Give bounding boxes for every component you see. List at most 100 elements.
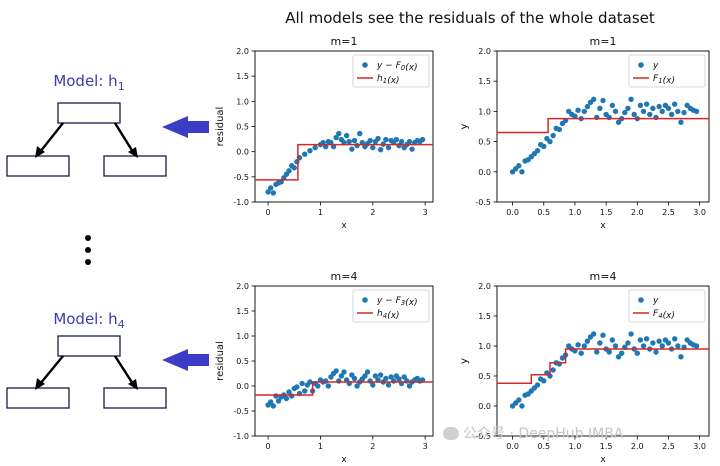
chart-title: m=4 xyxy=(590,270,617,283)
data-point xyxy=(550,367,556,373)
tree-right-leaf xyxy=(103,387,167,409)
data-point xyxy=(307,147,313,154)
data-point xyxy=(286,168,292,174)
data-point xyxy=(357,130,363,137)
data-point xyxy=(541,378,547,384)
y-axis-label: residual xyxy=(215,107,226,147)
data-point xyxy=(653,349,659,355)
data-point xyxy=(333,368,339,374)
tree-left-leaf xyxy=(6,155,70,177)
data-point xyxy=(383,136,389,143)
wechat-icon xyxy=(443,427,459,440)
tree-right-leaf xyxy=(103,155,167,177)
data-point xyxy=(270,403,277,409)
watermark: 公众号 · DeepHub IMBA xyxy=(443,423,623,443)
y-tick-label: 0.5 xyxy=(478,372,491,381)
data-point xyxy=(349,146,355,152)
data-point xyxy=(270,190,277,196)
chart-title: m=4 xyxy=(331,270,358,283)
data-point xyxy=(640,343,647,349)
data-point xyxy=(631,111,637,118)
data-point xyxy=(268,399,274,405)
data-point xyxy=(372,373,379,379)
chart-title: m=1 xyxy=(590,35,617,48)
legend-label: y − F3(x) xyxy=(376,296,418,308)
data-point xyxy=(534,147,541,154)
x-axis-label: x xyxy=(600,455,606,465)
plot-frame xyxy=(496,50,710,203)
legend-marker-points xyxy=(362,297,368,303)
tree-arrowhead-right xyxy=(128,147,138,158)
data-point xyxy=(396,376,402,382)
data-point xyxy=(286,389,292,395)
y-tick-label: 0.5 xyxy=(478,138,491,147)
data-point xyxy=(534,382,541,388)
x-tick-label: 2.5 xyxy=(662,442,675,451)
x-tick-label: 2.0 xyxy=(631,208,644,217)
data-point xyxy=(333,134,339,141)
data-point xyxy=(338,373,345,379)
legend-marker-points xyxy=(638,62,644,68)
data-point xyxy=(302,388,308,394)
legend-label: h4(x) xyxy=(377,309,400,321)
chart-panel-4: m=4 0.0 0.5 1.0 1.5 2.0 2.5 3.0 -0.5 0.0 0.5 1.0 1.5… xyxy=(459,270,710,465)
legend-label: h1(x) xyxy=(377,74,400,86)
data-point xyxy=(556,126,563,133)
data-point xyxy=(385,382,392,388)
figure-title: All models see the residuals of the whol… xyxy=(285,9,655,27)
tree-edge-left xyxy=(39,355,64,385)
data-point xyxy=(672,101,678,107)
y-tick-label: 2.0 xyxy=(236,282,249,291)
data-point xyxy=(665,105,672,112)
tree-root-node xyxy=(57,102,121,124)
data-point xyxy=(656,103,662,110)
data-point xyxy=(516,397,522,403)
data-point xyxy=(315,383,321,389)
data-point xyxy=(581,108,587,115)
x-tick-label: 3 xyxy=(423,442,428,451)
x-tick-label: 1 xyxy=(318,442,323,451)
data-point xyxy=(672,336,678,342)
data-point xyxy=(370,144,376,151)
data-point xyxy=(609,102,616,109)
data-point xyxy=(370,382,376,388)
y-tick-label: 1.5 xyxy=(478,312,491,321)
y-tick-label: 0.0 xyxy=(478,402,491,411)
data-point xyxy=(343,132,350,139)
legend-label: y − F0(x) xyxy=(376,61,418,73)
y-tick-label: 1.0 xyxy=(236,97,249,106)
data-point xyxy=(678,354,684,360)
x-tick-label: 2.0 xyxy=(631,442,644,451)
y-tick-label: 0.0 xyxy=(236,148,249,157)
y-tick-label: 1.0 xyxy=(478,107,491,116)
tree-edge-right xyxy=(113,122,135,153)
data-point xyxy=(377,372,384,378)
data-point xyxy=(275,398,282,404)
legend-box xyxy=(628,289,706,323)
y-tick-label: 2.0 xyxy=(478,47,491,56)
data-point xyxy=(659,108,665,115)
tree-arrowhead-left xyxy=(35,146,45,158)
x-tick-label: 0.5 xyxy=(537,208,550,217)
data-point xyxy=(291,165,297,171)
y-tick-label: 1.0 xyxy=(236,332,249,341)
data-point xyxy=(647,111,653,118)
data-point xyxy=(341,369,347,375)
x-axis-label: x xyxy=(600,221,606,231)
data-point xyxy=(375,135,381,142)
data-point xyxy=(650,105,656,112)
y-tick-label: 0.5 xyxy=(236,357,249,366)
data-point xyxy=(550,132,556,139)
data-point xyxy=(619,350,625,356)
step-function-line xyxy=(255,381,433,396)
data-point xyxy=(581,343,587,349)
ellipsis-dot xyxy=(85,259,91,265)
x-tick-label: 0 xyxy=(266,442,271,451)
tree-diagram-h4 xyxy=(6,335,167,409)
data-point xyxy=(294,384,300,390)
charts-layer: m=1 0 1 2 3 -1.0 -0.5 0.0 0.5 1.0 1.5 2.0 x residual y… xyxy=(215,35,710,465)
data-point xyxy=(675,108,681,115)
data-point xyxy=(383,375,389,382)
x-tick-label: 3.0 xyxy=(693,208,706,217)
